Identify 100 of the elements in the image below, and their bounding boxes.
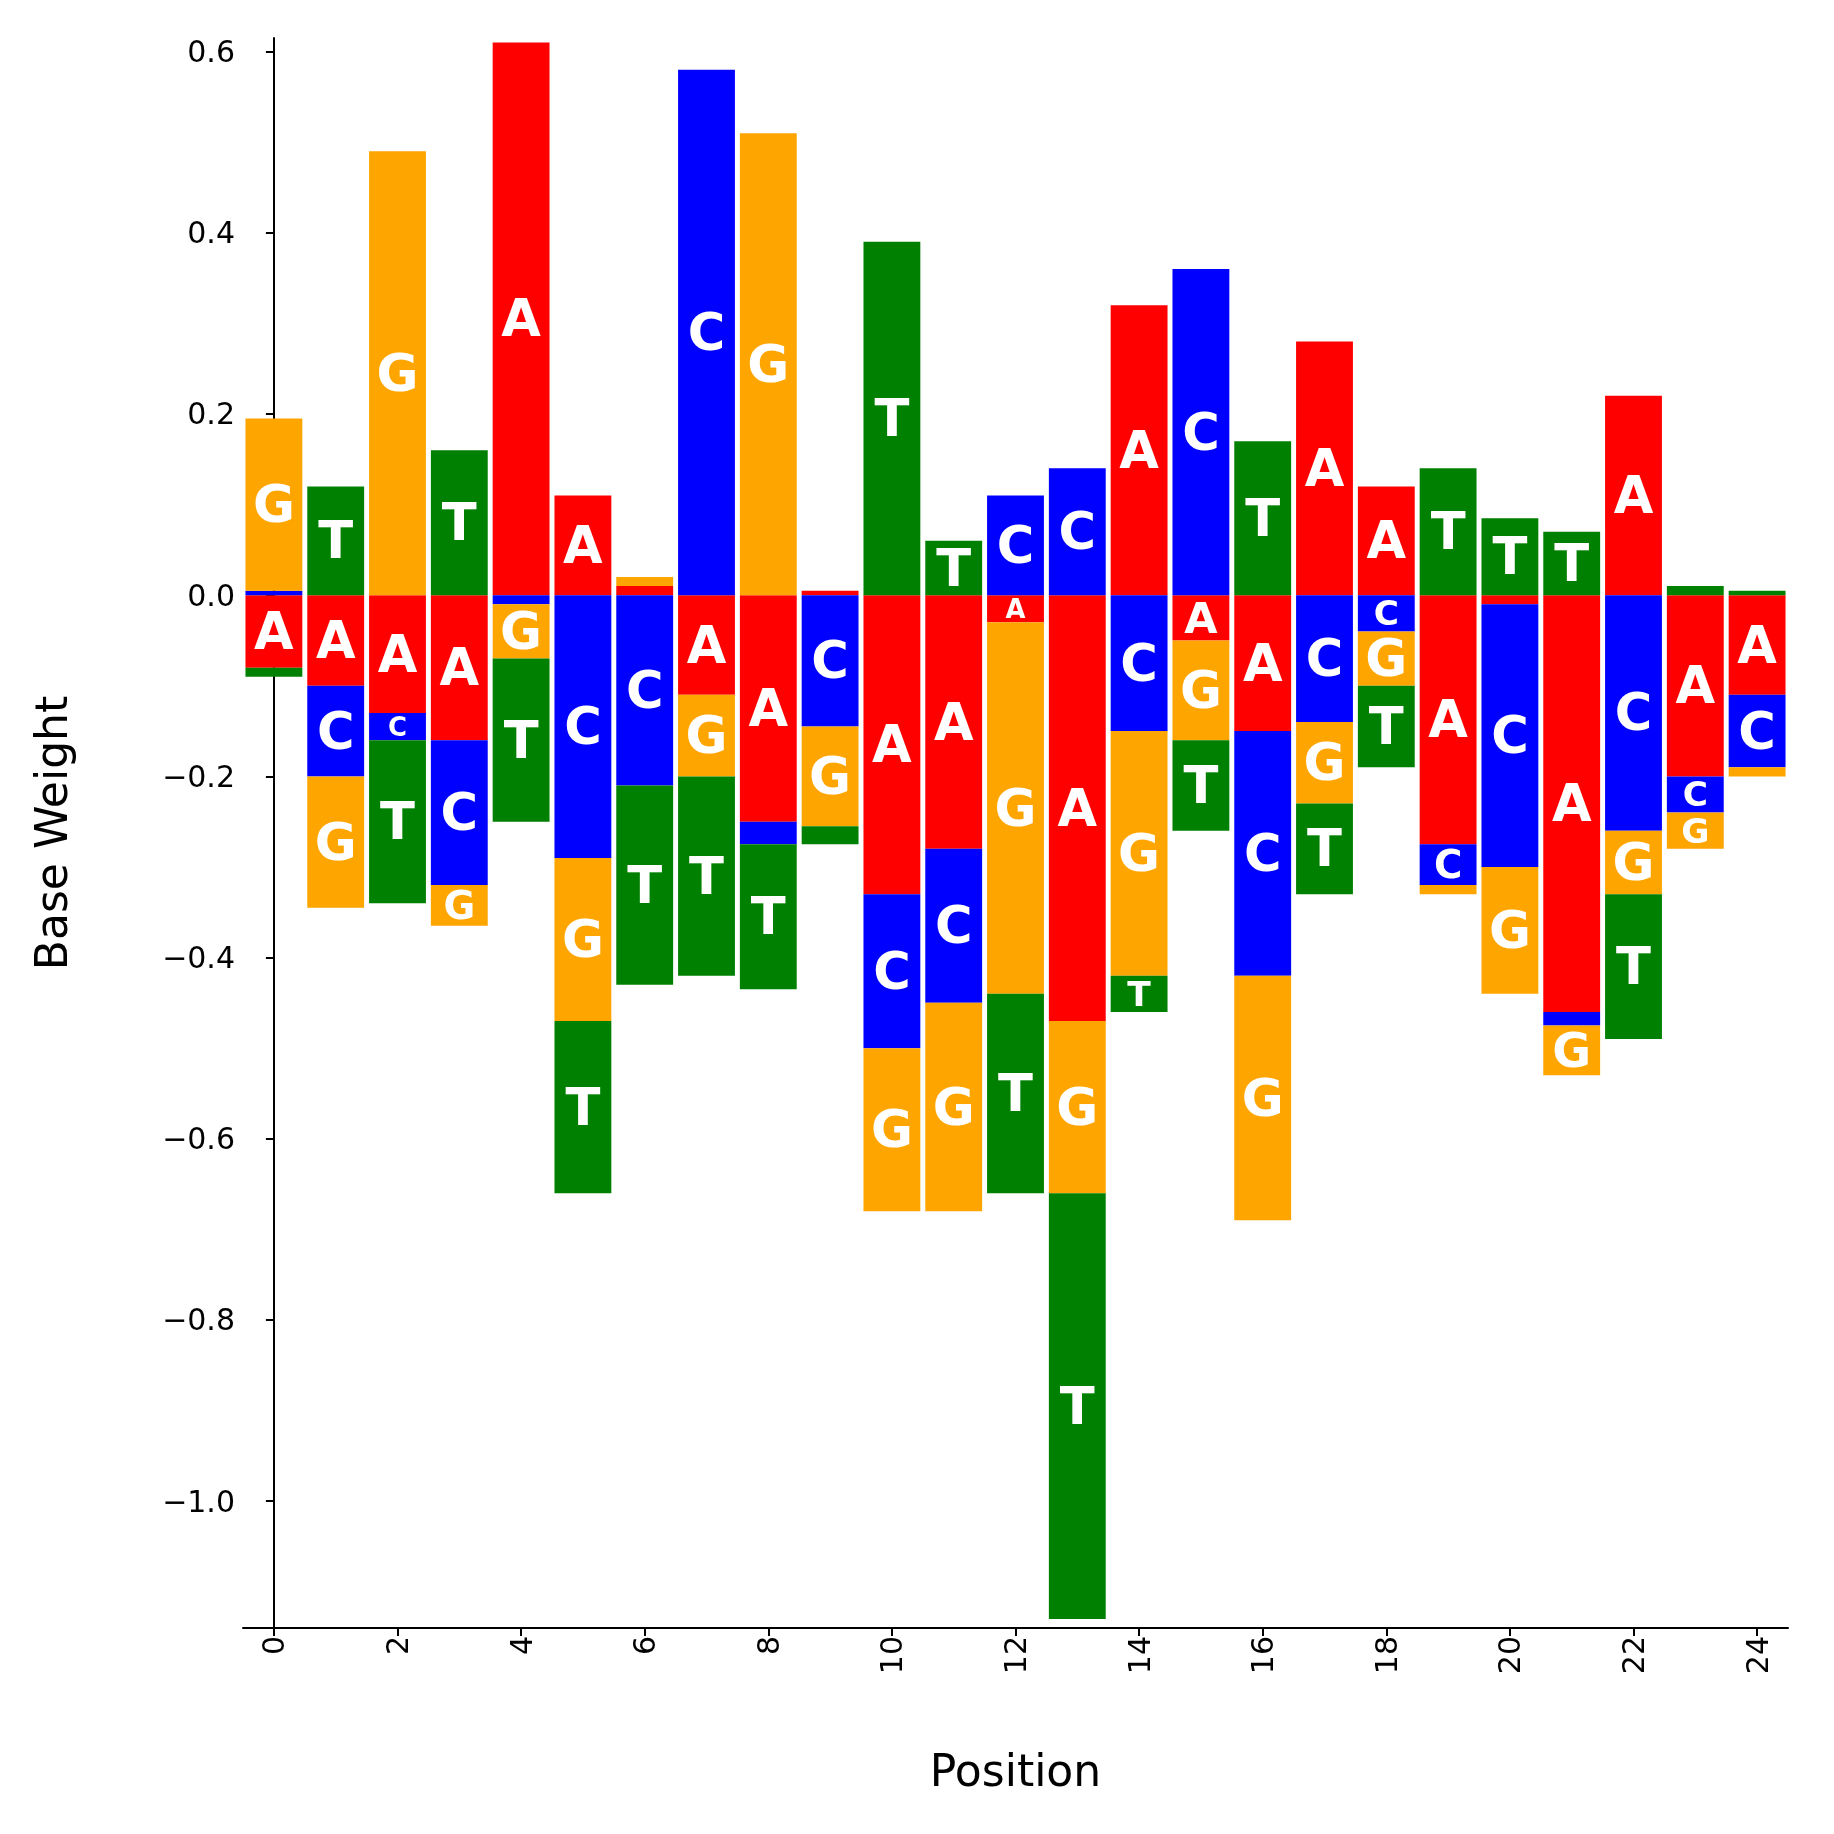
text: A — [1551, 774, 1592, 834]
bar — [1296, 595, 1353, 723]
bar — [739, 133, 797, 596]
text: A — [1184, 592, 1218, 643]
text: A — [872, 715, 912, 775]
bar — [739, 844, 797, 990]
y-tick-label: 0.0 — [187, 577, 235, 613]
text: G — [252, 475, 295, 535]
text: C — [1120, 633, 1158, 693]
text: C — [1243, 823, 1282, 883]
text: G — [1056, 1077, 1099, 1137]
text: T — [1616, 937, 1651, 997]
text: G — [376, 343, 419, 403]
text: T — [1554, 533, 1590, 593]
bar — [1728, 767, 1786, 777]
text: C — [1614, 683, 1653, 743]
y-tick-label: −1.0 — [162, 1483, 235, 1519]
bar — [430, 450, 488, 596]
bar — [616, 586, 674, 596]
text: C — [1433, 842, 1463, 888]
text: T — [1368, 697, 1404, 757]
text: C — [687, 302, 726, 362]
text: G — [443, 882, 476, 928]
text: C — [564, 697, 602, 757]
series-label: T — [1127, 973, 1152, 1014]
bar — [1419, 468, 1477, 596]
text: A — [439, 638, 480, 698]
text: T — [318, 511, 354, 571]
bar — [1296, 341, 1353, 596]
x-tick-label: 14 — [1121, 1636, 1157, 1675]
bar — [1048, 468, 1106, 596]
bar — [801, 595, 859, 727]
bar — [616, 595, 674, 786]
x-tick-label: 2 — [380, 1636, 415, 1656]
bar — [1110, 305, 1168, 596]
bar — [554, 1020, 612, 1194]
bar — [430, 740, 488, 886]
text: G — [809, 746, 852, 806]
text: A — [1304, 438, 1345, 498]
text: A — [933, 692, 974, 752]
bar — [245, 667, 303, 677]
x-tick-label: 24 — [1739, 1636, 1775, 1675]
text: C — [873, 941, 911, 1001]
bar — [1481, 595, 1539, 605]
series-label: A — [1005, 593, 1026, 624]
bar — [678, 69, 735, 596]
bar — [616, 577, 674, 587]
y-tick-label: 0.2 — [187, 396, 235, 432]
bar — [1543, 595, 1601, 1012]
y-tick-label: −0.8 — [162, 1302, 235, 1338]
bar — [245, 418, 303, 591]
bar — [1234, 975, 1292, 1221]
bar — [554, 857, 612, 1021]
y-tick-label: 0.6 — [187, 34, 235, 70]
x-axis-title: Position — [929, 1744, 1102, 1796]
bar — [369, 151, 426, 596]
text: G — [1179, 660, 1222, 720]
bar — [492, 658, 550, 822]
bar — [492, 42, 550, 596]
y-tick-label: 0.4 — [187, 215, 235, 251]
bar — [1481, 604, 1539, 867]
bar — [987, 993, 1044, 1194]
series-label: C — [388, 711, 407, 742]
text: A — [748, 678, 789, 738]
bar — [1048, 1020, 1106, 1194]
x-tick-label: 12 — [998, 1636, 1033, 1675]
bar — [801, 826, 859, 845]
bar — [1419, 885, 1477, 895]
x-tick-label: 18 — [1368, 1636, 1404, 1675]
bar — [1605, 595, 1662, 831]
text: C — [1738, 701, 1776, 761]
text: T — [750, 887, 786, 947]
text: A — [686, 615, 727, 675]
bar — [1543, 1011, 1601, 1026]
text: A — [1613, 466, 1654, 526]
text: A — [1119, 420, 1159, 480]
text: G — [314, 812, 357, 872]
bar — [616, 785, 674, 985]
bar — [307, 486, 365, 596]
text: T — [503, 710, 539, 770]
text: G — [747, 334, 790, 394]
text: G — [1241, 1068, 1284, 1128]
text: T — [936, 538, 972, 598]
y-tick-label: −0.2 — [162, 758, 235, 794]
bar — [1234, 441, 1292, 596]
bar — [369, 740, 426, 904]
text: C — [316, 701, 355, 761]
text: A — [1366, 511, 1407, 571]
text: C — [811, 631, 849, 691]
y-tick-label: −0.4 — [162, 940, 235, 976]
x-tick-label: 4 — [503, 1636, 539, 1656]
text: C — [1491, 706, 1529, 766]
text: A — [1428, 690, 1468, 750]
bar — [863, 1048, 921, 1212]
text: G — [561, 909, 604, 969]
text: C — [996, 515, 1035, 575]
x-tick-label: 16 — [1245, 1636, 1281, 1675]
text: C — [1182, 402, 1220, 462]
text: A — [254, 601, 294, 661]
text: T — [565, 1077, 601, 1137]
